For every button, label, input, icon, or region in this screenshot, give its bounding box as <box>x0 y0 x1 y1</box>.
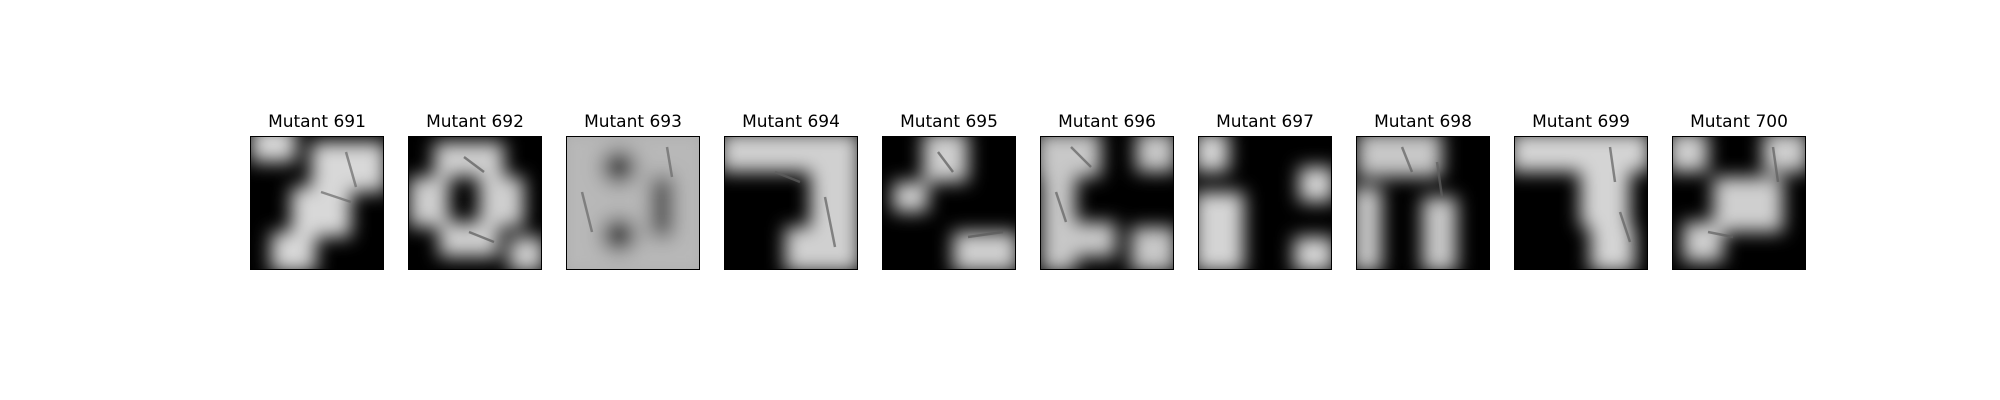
panel-title: Mutant 700 <box>1690 112 1788 132</box>
panel-title: Mutant 698 <box>1374 112 1472 132</box>
mutant-image <box>882 136 1016 270</box>
mutant-699-image <box>1515 137 1647 269</box>
mutant-697-image <box>1199 137 1331 269</box>
mutant-691-image <box>251 137 383 269</box>
mutant-image <box>566 136 700 270</box>
panel-title: Mutant 695 <box>900 112 998 132</box>
panel-title: Mutant 692 <box>426 112 524 132</box>
panel-title: Mutant 699 <box>1532 112 1630 132</box>
panel-title: Mutant 696 <box>1058 112 1156 132</box>
mutant-693-image <box>567 137 699 269</box>
mutant-image <box>1040 136 1174 270</box>
mutant-image <box>1514 136 1648 270</box>
mutant-image <box>1198 136 1332 270</box>
panel-title: Mutant 691 <box>268 112 366 132</box>
mutant-image <box>724 136 858 270</box>
mutant-image <box>408 136 542 270</box>
mutant-692-image <box>409 137 541 269</box>
mutant-image <box>1356 136 1490 270</box>
panel-title: Mutant 694 <box>742 112 840 132</box>
panel-title: Mutant 697 <box>1216 112 1314 132</box>
mutant-700-image <box>1673 137 1805 269</box>
mutant-694-image <box>725 137 857 269</box>
panel-title: Mutant 693 <box>584 112 682 132</box>
mutant-image <box>1672 136 1806 270</box>
mutant-698-image <box>1357 137 1489 269</box>
mutant-696-image <box>1041 137 1173 269</box>
mutant-image <box>250 136 384 270</box>
mutant-695-image <box>883 137 1015 269</box>
